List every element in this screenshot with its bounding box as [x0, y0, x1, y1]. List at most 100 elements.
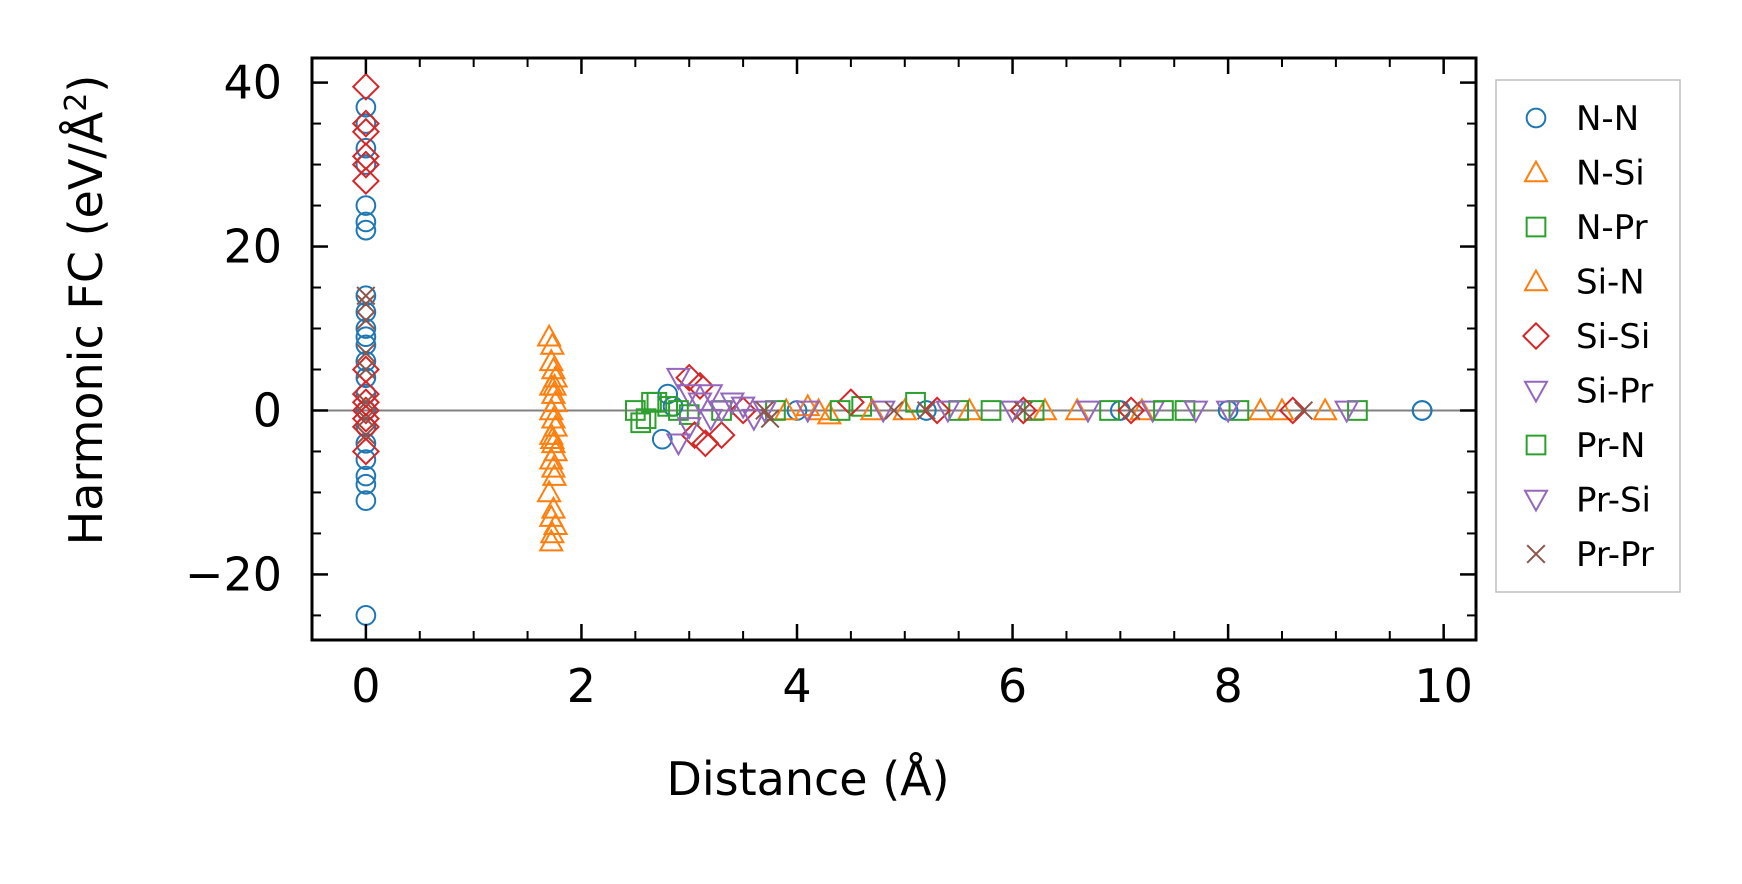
data-point — [892, 397, 918, 421]
data-point — [1109, 400, 1131, 421]
data-point — [1247, 397, 1274, 421]
data-point — [356, 286, 376, 306]
data-point — [1333, 400, 1360, 424]
data-point — [956, 397, 983, 421]
data-point — [539, 426, 566, 449]
data-point — [859, 397, 886, 421]
x-tick-label: 8 — [1213, 659, 1242, 713]
legend-box — [1495, 79, 1681, 593]
data-point — [351, 404, 380, 433]
data-point — [536, 479, 562, 503]
data-point — [538, 422, 564, 445]
data-points — [351, 72, 1433, 626]
series-pr-n — [630, 391, 1174, 434]
x-tick-label: 2 — [567, 659, 596, 713]
legend-label-si-n: Si-N — [1576, 263, 1645, 303]
data-point — [755, 400, 775, 420]
data-point — [351, 72, 380, 101]
series-pr-si — [676, 384, 1209, 440]
data-point — [916, 400, 936, 420]
data-point — [760, 409, 780, 429]
y-axis-title-close: ) — [59, 75, 113, 93]
data-point — [539, 520, 566, 544]
series-n-si — [536, 323, 1338, 552]
data-point — [795, 393, 821, 417]
data-point — [1023, 400, 1045, 421]
series-si-si — [351, 72, 1307, 466]
data-point — [355, 326, 377, 348]
data-point — [870, 400, 896, 424]
data-point — [829, 400, 851, 421]
series-n-n — [355, 96, 1433, 626]
data-point — [630, 412, 652, 434]
data-point — [355, 96, 377, 118]
data-point — [999, 400, 1026, 424]
data-point — [351, 166, 380, 196]
data-point — [1064, 397, 1090, 421]
legend-label-si-pr: Si-Pr — [1576, 372, 1653, 412]
legend-marker-si-si — [1521, 321, 1551, 351]
legend-label-pr-si: Pr-Si — [1576, 481, 1651, 521]
data-point — [836, 388, 865, 417]
data-point — [751, 400, 778, 424]
legend-label-n-n: N-N — [1576, 99, 1639, 139]
data-point — [805, 397, 832, 421]
data-point — [1215, 400, 1241, 424]
data-point — [351, 109, 380, 138]
data-point — [675, 363, 704, 392]
data-point — [1009, 396, 1038, 425]
data-point — [698, 384, 724, 408]
data-point — [538, 348, 564, 372]
y-axis-title: Harmonic FC (eV/Å2) — [59, 75, 113, 546]
data-point — [773, 397, 799, 421]
data-point — [665, 367, 692, 391]
y-tick-label: −20 — [185, 547, 282, 601]
data-point — [351, 396, 380, 425]
data-point — [884, 400, 904, 420]
data-point — [1013, 400, 1033, 420]
data-point — [355, 605, 377, 626]
data-point — [542, 512, 569, 536]
y-tick-label: 0 — [253, 383, 282, 437]
legend-marker-n-si — [1523, 159, 1549, 183]
data-point — [1121, 400, 1141, 420]
data-point — [1032, 397, 1058, 421]
data-point — [851, 396, 873, 417]
data-point — [540, 454, 567, 478]
data-point — [905, 391, 926, 413]
x-tick-label: 6 — [998, 659, 1027, 713]
data-point — [1183, 400, 1209, 424]
legend-marker-si-pr — [1523, 380, 1549, 404]
legend-label-n-si: N-Si — [1576, 154, 1645, 194]
data-point — [816, 401, 843, 425]
data-point — [1294, 400, 1314, 420]
axis-ticks — [311, 58, 1476, 640]
legend-marker-pr-n — [1525, 434, 1547, 456]
data-point — [665, 433, 692, 457]
data-point — [730, 396, 756, 420]
data-point — [1153, 400, 1174, 421]
legend-label-pr-n: Pr-N — [1576, 426, 1645, 466]
series-si-n — [539, 331, 1295, 544]
legend-marker-n-pr — [1525, 216, 1547, 238]
data-point — [1269, 397, 1295, 421]
y-tick-label: 40 — [223, 56, 282, 110]
data-point — [356, 409, 376, 429]
data-point — [1411, 400, 1433, 421]
data-point — [355, 219, 377, 241]
data-point — [729, 396, 758, 425]
data-point — [1139, 400, 1166, 424]
data-point — [657, 383, 679, 405]
data-point — [1117, 396, 1146, 425]
x-tick-label: 4 — [782, 659, 811, 713]
x-tick-label: 0 — [351, 659, 380, 713]
data-point — [923, 396, 952, 425]
data-point — [538, 397, 564, 421]
data-point — [355, 137, 377, 159]
legend-label-n-pr: N-Pr — [1576, 208, 1648, 248]
data-point — [676, 384, 702, 408]
data-point — [538, 528, 564, 552]
data-point — [355, 490, 377, 511]
data-point — [915, 400, 937, 421]
